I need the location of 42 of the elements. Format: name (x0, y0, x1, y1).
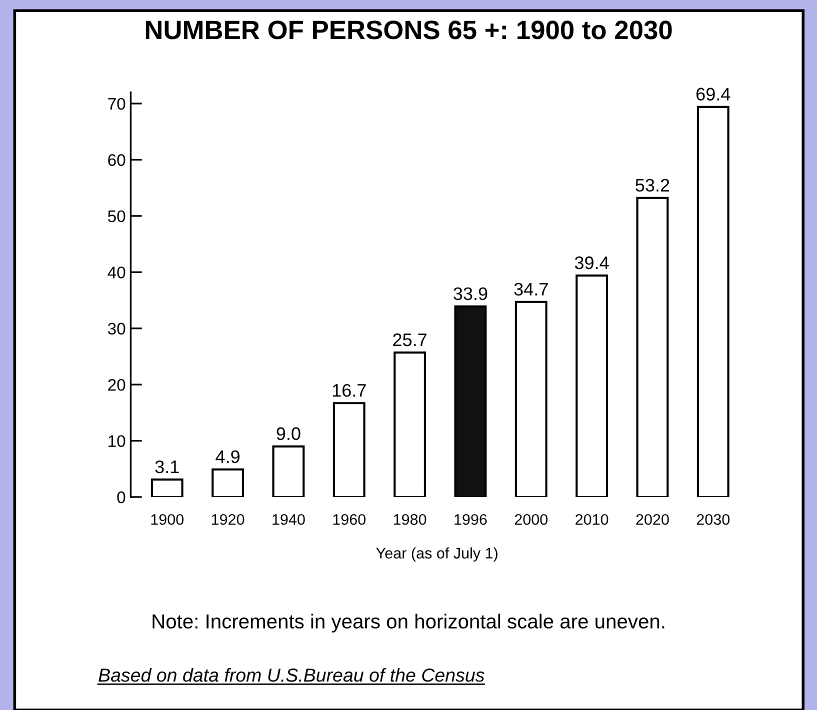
bar (636, 196, 669, 497)
x-tick-label: 1920 (212, 514, 244, 525)
x-tick-label: 2030 (696, 514, 730, 525)
x-tick-label: 1940 (272, 514, 305, 525)
y-tick-label: 10 (108, 435, 126, 447)
x-tick-label: 2010 (576, 514, 608, 525)
data-label: 53.2 (636, 178, 670, 192)
y-tick-label: 20 (108, 378, 126, 391)
x-tick-label: 1996 (454, 514, 487, 525)
x-axis-title: Year (as of July 1) (376, 547, 498, 562)
x-tick-label: 2000 (514, 514, 548, 525)
data-label: 69.4 (696, 88, 730, 101)
bar (272, 445, 305, 497)
bar (212, 468, 244, 497)
text: Based on data from U.S.Bureau of the Census (98, 668, 484, 682)
y-tick-label: 40 (108, 266, 126, 278)
data-label: 16.7 (332, 384, 366, 397)
bar (514, 300, 548, 497)
data-label: 25.7 (393, 333, 426, 346)
data-label: 33.9 (454, 287, 488, 300)
bar (332, 402, 366, 497)
data-label: 39.4 (574, 256, 609, 270)
x-tick-label: 1900 (151, 514, 184, 525)
bar (576, 274, 608, 497)
data-label: 9.0 (276, 427, 300, 440)
text: Note: Increments in years on horizontal scale are uneven. (152, 614, 664, 633)
bar (696, 106, 730, 497)
data-label: 4.9 (216, 450, 240, 464)
data-label: 34.7 (514, 282, 548, 296)
y-tick-label: 30 (108, 322, 126, 335)
x-tick-label: 1960 (333, 514, 366, 525)
y-tick-label: 70 (108, 98, 126, 110)
y-tick-label: 0 (117, 491, 126, 504)
x-tick-label: 2020 (636, 514, 669, 525)
x-tick-label: 1980 (394, 514, 426, 525)
bar (150, 478, 184, 497)
y-tick-label: 50 (108, 210, 126, 222)
bar (394, 352, 426, 497)
y-tick-label: 60 (108, 154, 126, 166)
chart-title: NUMBER OF PERSONS 65 +: 1900 to 2030 (146, 20, 672, 40)
data-label: 3.1 (155, 460, 179, 474)
bar (454, 305, 487, 497)
